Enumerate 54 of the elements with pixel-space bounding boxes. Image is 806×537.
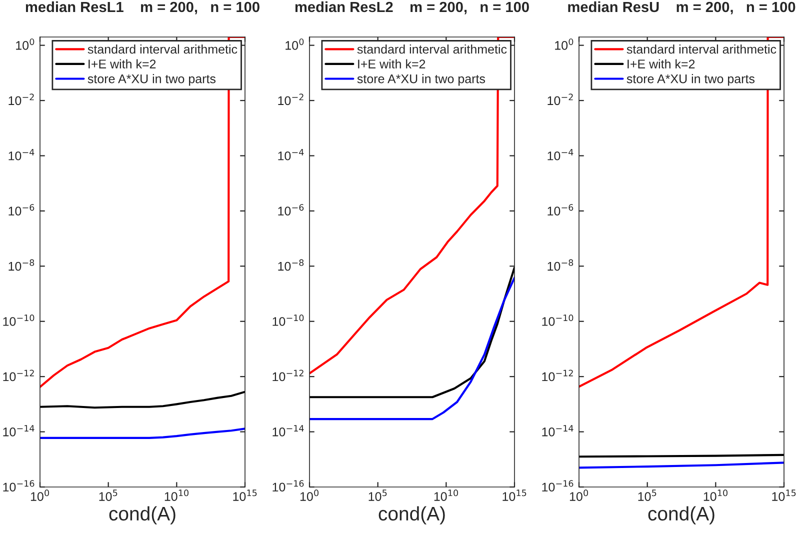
x-tick-label: 10$^{15}$	[233, 490, 257, 501]
legend-label: standard interval arithmetic	[626, 44, 776, 54]
y-tick-label: 10$^{−10}$	[542, 314, 574, 326]
y-tick-label: 10$^{−16}$	[272, 480, 304, 492]
y-tick-label: 10$^{−6}$	[8, 204, 34, 216]
legend-label: store A*XU in two parts	[626, 74, 755, 86]
x-axis-title: cond(A)	[648, 506, 714, 524]
y-tick-label: 10$^{−4}$	[8, 149, 34, 160]
legend-label: I+E with k=2	[358, 59, 426, 68]
x-tick-label: 10$^{10}$	[164, 490, 188, 501]
x-tick-label: 10$^{5}$	[99, 490, 118, 501]
y-tick-label: 10$^{−14}$	[3, 425, 34, 436]
x-tick-label: 10$^{5}$	[368, 490, 387, 501]
x-tick-label: 10$^{0}$	[300, 490, 319, 501]
y-tick-label: 10$^{−10}$	[3, 314, 34, 326]
legend-label: I+E with k=2	[88, 59, 156, 68]
y-tick-label: 10$^{−4}$	[548, 149, 574, 160]
legend-label: store A*XU in two parts	[88, 74, 216, 86]
y-tick-label: 10$^{−4}$	[278, 149, 304, 160]
y-tick-label: 10$^{−6}$	[548, 204, 574, 216]
y-tick-label: 10$^{−16}$	[3, 480, 34, 492]
legend-label: standard interval arithmetic	[357, 44, 507, 54]
chart-title: median ResL1 m = 200, n = 100	[26, 1, 260, 14]
y-tick-label: 10$^{−2}$	[8, 94, 34, 106]
y-tick-label: 10$^{−8}$	[548, 259, 574, 271]
x-tick-label: 10$^{0}$	[30, 490, 50, 501]
y-tick-label: 10$^{−12}$	[542, 370, 573, 382]
x-tick-label: 10$^{15}$	[502, 490, 526, 501]
x-tick-label: 10$^{10}$	[704, 490, 728, 501]
x-tick-label: 10$^{0}$	[570, 490, 588, 501]
y-tick-label: 10$^{−10}$	[272, 314, 304, 326]
y-tick-label: 10$^{−12}$	[272, 370, 304, 382]
y-tick-label: 10$^{−16}$	[542, 480, 574, 492]
y-tick-label: 10$^{0}$	[16, 38, 34, 50]
y-tick-label: 10$^{−2}$	[548, 94, 573, 106]
legend-label: store A*XU in two parts	[357, 74, 486, 86]
x-tick-label: 10$^{5}$	[638, 490, 656, 501]
legend-label: standard interval arithmetic	[88, 44, 238, 54]
y-tick-label: 10$^{−2}$	[278, 94, 304, 106]
x-axis-title: cond(A)	[378, 506, 445, 524]
legend-label: I+E with k=2	[628, 59, 695, 68]
x-axis-title: cond(A)	[109, 506, 176, 524]
chart-title: median ResU m = 200, n = 100	[568, 1, 796, 14]
y-tick-label: 10$^{−8}$	[278, 259, 304, 271]
y-tick-label: 10$^{−12}$	[3, 370, 34, 382]
chart-title: median ResL2 m = 200, n = 100	[295, 1, 529, 14]
y-tick-label: 10$^{0}$	[286, 38, 304, 50]
y-tick-label: 10$^{−6}$	[278, 204, 304, 216]
y-tick-label: 10$^{−14}$	[272, 425, 304, 436]
y-tick-label: 10$^{−8}$	[8, 259, 34, 271]
x-tick-label: 10$^{10}$	[434, 490, 458, 501]
y-tick-label: 10$^{−14}$	[542, 425, 574, 436]
y-tick-label: 10$^{0}$	[555, 38, 574, 50]
x-tick-label: 10$^{15}$	[772, 490, 796, 501]
